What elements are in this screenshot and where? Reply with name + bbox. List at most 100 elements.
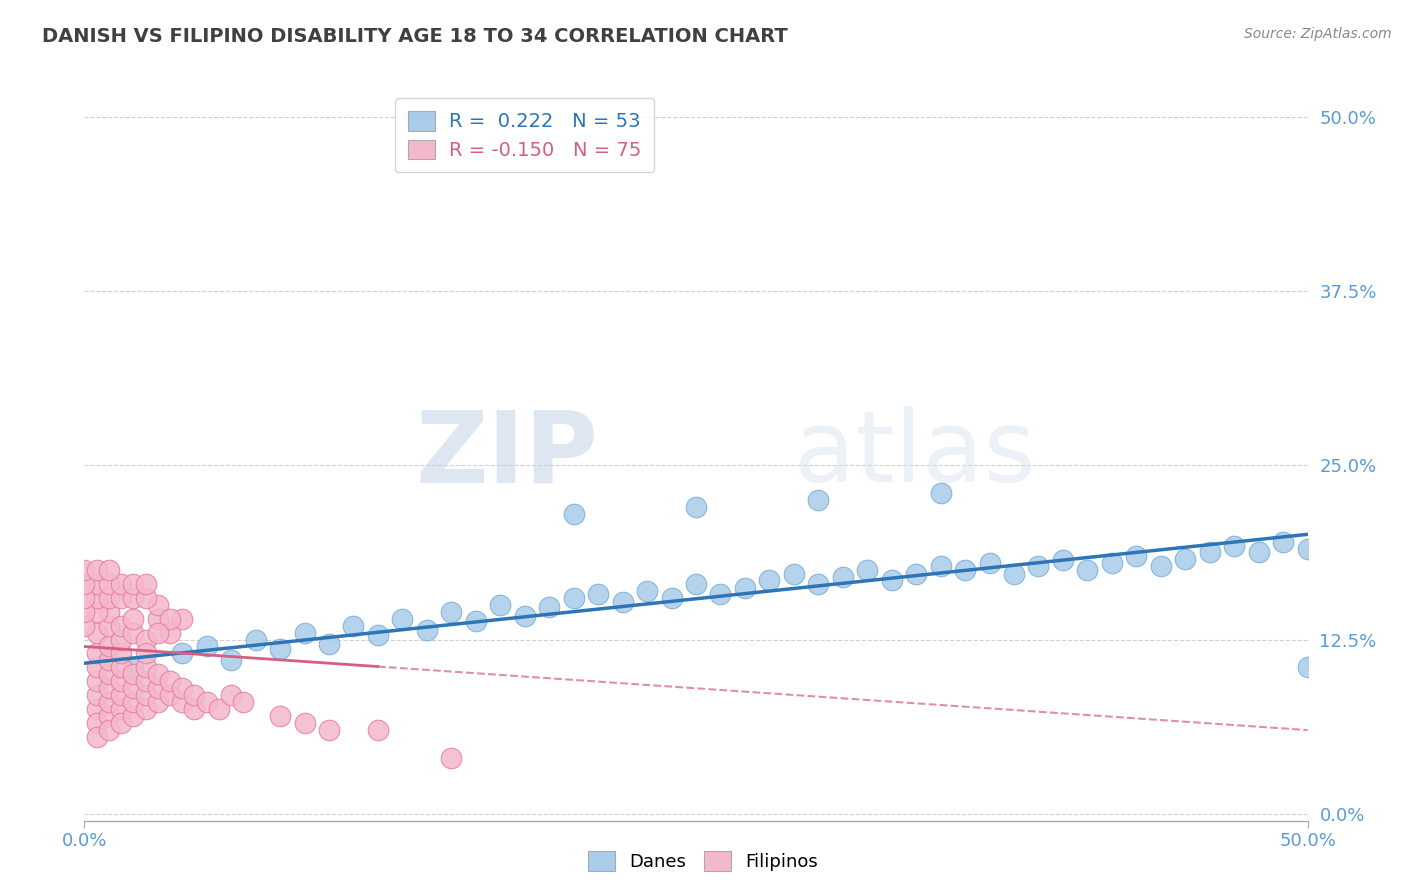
Point — [135, 674, 157, 689]
Point — [831, 570, 853, 584]
Point — [97, 576, 120, 591]
Point — [685, 500, 707, 515]
Point — [135, 591, 157, 605]
Point — [86, 563, 108, 577]
Point — [97, 723, 120, 737]
Point — [1002, 567, 1025, 582]
Point — [110, 674, 132, 689]
Point — [318, 723, 340, 737]
Point — [929, 558, 952, 573]
Point — [86, 660, 108, 674]
Point — [1247, 545, 1270, 559]
Point — [135, 660, 157, 674]
Point — [146, 695, 169, 709]
Point — [73, 618, 96, 632]
Point — [172, 695, 194, 709]
Point — [73, 591, 96, 605]
Point — [562, 591, 585, 605]
Point — [538, 600, 561, 615]
Point — [1174, 551, 1197, 566]
Point — [146, 598, 169, 612]
Point — [86, 688, 108, 702]
Point — [905, 567, 928, 582]
Point — [1076, 563, 1098, 577]
Point — [135, 632, 157, 647]
Point — [1296, 541, 1319, 556]
Point — [122, 695, 145, 709]
Point — [97, 563, 120, 577]
Point — [367, 628, 389, 642]
Point — [294, 716, 316, 731]
Point — [122, 681, 145, 696]
Point — [734, 581, 756, 595]
Point — [245, 632, 267, 647]
Point — [110, 591, 132, 605]
Point — [856, 563, 879, 577]
Point — [86, 647, 108, 661]
Point — [416, 623, 439, 637]
Text: Source: ZipAtlas.com: Source: ZipAtlas.com — [1244, 27, 1392, 41]
Point — [97, 667, 120, 681]
Point — [122, 660, 145, 674]
Point — [208, 702, 231, 716]
Point — [110, 716, 132, 731]
Point — [232, 695, 254, 709]
Point — [86, 591, 108, 605]
Point — [342, 618, 364, 632]
Point — [110, 618, 132, 632]
Point — [195, 640, 218, 654]
Point — [1272, 535, 1295, 549]
Point — [758, 573, 780, 587]
Point — [391, 612, 413, 626]
Point — [97, 591, 120, 605]
Point — [159, 674, 181, 689]
Point — [122, 625, 145, 640]
Point — [1125, 549, 1147, 563]
Point — [110, 660, 132, 674]
Point — [86, 576, 108, 591]
Point — [122, 591, 145, 605]
Point — [97, 709, 120, 723]
Point — [135, 647, 157, 661]
Text: DANISH VS FILIPINO DISABILITY AGE 18 TO 34 CORRELATION CHART: DANISH VS FILIPINO DISABILITY AGE 18 TO … — [42, 27, 787, 45]
Point — [464, 615, 486, 629]
Point — [122, 612, 145, 626]
Point — [513, 608, 536, 623]
Point — [1028, 558, 1050, 573]
Point — [183, 702, 205, 716]
Point — [97, 653, 120, 667]
Point — [562, 507, 585, 521]
Point — [86, 716, 108, 731]
Point — [97, 681, 120, 696]
Point — [73, 576, 96, 591]
Point — [146, 625, 169, 640]
Point — [86, 702, 108, 716]
Point — [146, 667, 169, 681]
Point — [1296, 660, 1319, 674]
Text: ZIP: ZIP — [415, 407, 598, 503]
Point — [440, 751, 463, 765]
Point — [110, 632, 132, 647]
Point — [73, 605, 96, 619]
Point — [586, 586, 609, 600]
Point — [1150, 558, 1173, 573]
Legend: R =  0.222   N = 53, R = -0.150   N = 75: R = 0.222 N = 53, R = -0.150 N = 75 — [395, 98, 654, 172]
Point — [1052, 553, 1074, 567]
Point — [86, 730, 108, 744]
Point — [122, 576, 145, 591]
Point — [86, 674, 108, 689]
Legend: Danes, Filipinos: Danes, Filipinos — [581, 844, 825, 879]
Point — [612, 595, 634, 609]
Point — [685, 576, 707, 591]
Point — [929, 486, 952, 500]
Point — [146, 612, 169, 626]
Point — [159, 625, 181, 640]
Point — [219, 688, 242, 702]
Point — [172, 681, 194, 696]
Point — [269, 709, 291, 723]
Point — [783, 567, 806, 582]
Point — [122, 667, 145, 681]
Point — [1223, 539, 1246, 553]
Point — [1198, 545, 1220, 559]
Point — [135, 702, 157, 716]
